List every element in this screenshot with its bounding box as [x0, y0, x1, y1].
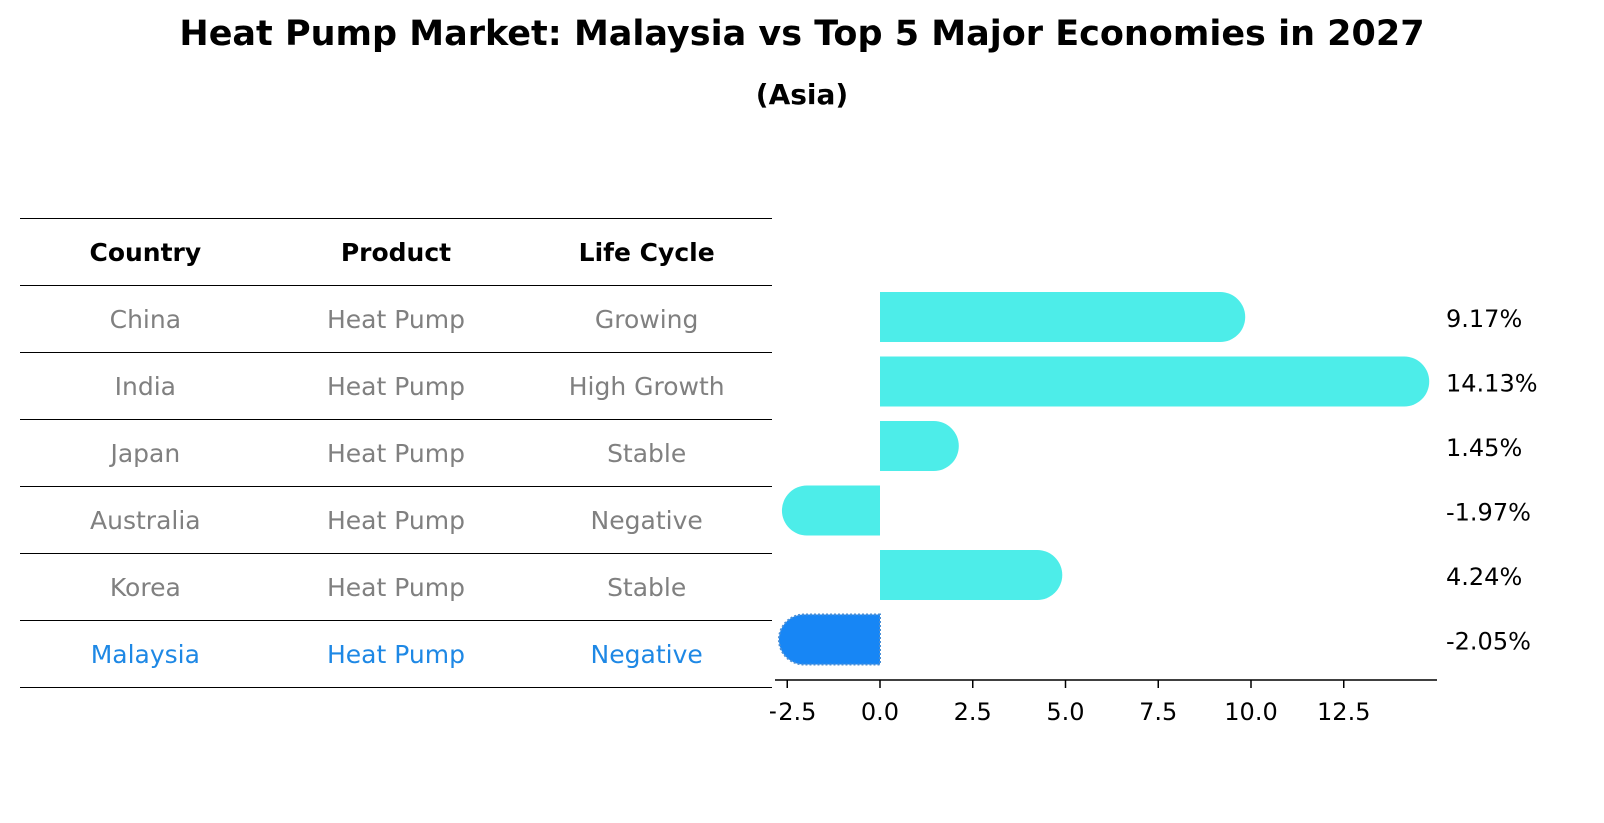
bar-japan	[880, 421, 959, 471]
x-tick-label: 0.0	[861, 698, 899, 726]
market-table: Country Product Life Cycle China Heat Pu…	[20, 218, 772, 688]
bar-malaysia	[778, 613, 881, 666]
cell-product: Heat Pump	[270, 285, 522, 353]
x-tick-label: −2.5	[770, 698, 816, 726]
header-life-cycle: Life Cycle	[521, 218, 772, 286]
cell-country: Australia	[20, 486, 271, 554]
cell-life-cycle: Negative	[521, 620, 772, 688]
bar-korea	[880, 550, 1063, 600]
cell-life-cycle: Stable	[521, 553, 772, 621]
cell-country: Korea	[20, 553, 271, 621]
value-label: -2.05%	[1446, 628, 1531, 656]
value-label: 14.13%	[1446, 370, 1538, 398]
cell-product: Heat Pump	[270, 419, 522, 487]
cell-country: Japan	[20, 419, 271, 487]
cell-country: China	[20, 285, 271, 353]
bar-australia	[781, 485, 880, 536]
header-country: Country	[20, 218, 271, 286]
table-row: Korea Heat Pump Stable	[20, 553, 772, 621]
table-row: India Heat Pump High Growth	[20, 352, 772, 420]
growth-bar-chart: 9.17% 14.13% 1.45% -1.97% 4.24% -2.05% −2.5 0.0…	[770, 292, 1538, 726]
cell-product: Heat Pump	[270, 352, 522, 420]
table-row-highlighted: Malaysia Heat Pump Negative	[20, 620, 772, 688]
x-tick-label: 7.5	[1139, 698, 1177, 726]
header-product: Product	[270, 218, 522, 286]
cell-country: Malaysia	[20, 620, 271, 688]
value-label: 1.45%	[1446, 434, 1522, 462]
cell-life-cycle: Negative	[521, 486, 772, 554]
table-row: Japan Heat Pump Stable	[20, 419, 772, 487]
x-tick-label: 5.0	[1046, 698, 1084, 726]
chart-title: Heat Pump Market: Malaysia vs Top 5 Majo…	[179, 14, 1425, 54]
cell-product: Heat Pump	[270, 620, 522, 688]
cell-country: India	[20, 352, 271, 420]
x-tick-label: 10.0	[1224, 698, 1277, 726]
value-label: 9.17%	[1446, 305, 1522, 333]
cell-life-cycle: Stable	[521, 419, 772, 487]
table-row: Australia Heat Pump Negative	[20, 486, 772, 554]
x-tick-label: 12.5	[1317, 698, 1370, 726]
chart-subtitle: (Asia)	[755, 78, 849, 111]
cell-product: Heat Pump	[270, 486, 522, 554]
table-row: China Heat Pump Growing	[20, 285, 772, 353]
cell-life-cycle: High Growth	[521, 352, 772, 420]
bar-india	[880, 356, 1430, 407]
value-label: 4.24%	[1446, 563, 1522, 591]
value-label: -1.97%	[1446, 499, 1531, 527]
cell-life-cycle: Growing	[521, 285, 772, 353]
x-tick-label: 2.5	[954, 698, 992, 726]
table-header-row: Country Product Life Cycle	[20, 218, 772, 286]
bar-china	[880, 292, 1246, 342]
cell-product: Heat Pump	[270, 553, 522, 621]
